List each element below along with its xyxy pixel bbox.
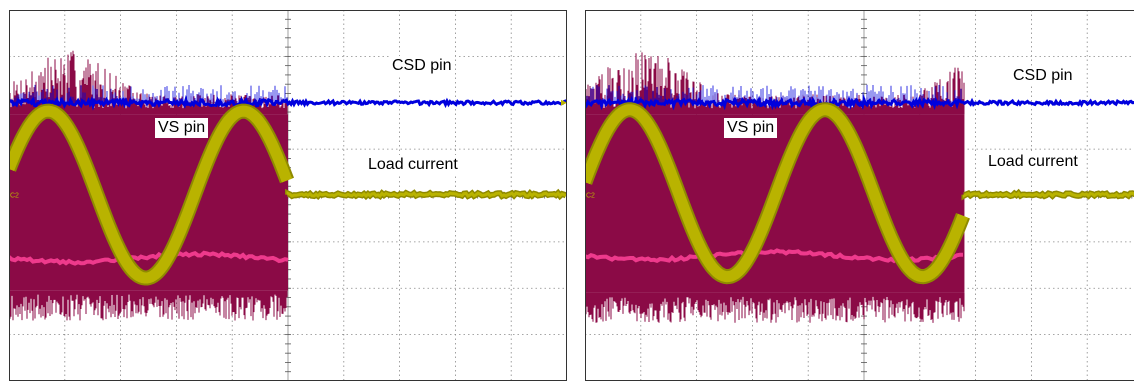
channel-marker: C2	[586, 193, 595, 200]
vs-pin-label: VS pin	[724, 118, 778, 138]
load-current-trace	[585, 104, 969, 283]
oscilloscope-capture-right: C2 CSD pin VS pin Load current	[585, 10, 1134, 381]
trigger-marker	[561, 99, 567, 106]
load-current-trace	[9, 105, 293, 284]
csd-pin-label: CSD pin	[1010, 66, 1076, 86]
vs-pin-label: VS pin	[155, 118, 209, 138]
load-current-flat	[286, 190, 567, 198]
load-current-label: Load current	[365, 155, 461, 175]
oscilloscope-capture-left: C2 CSD pin VS pin Load current	[9, 10, 567, 381]
csd-pin-spikes	[9, 84, 288, 103]
scope-plot-right: C2	[585, 10, 1134, 381]
csd-pin-label: CSD pin	[389, 56, 455, 76]
plot-frame	[585, 10, 1134, 381]
scope-plot-left: C2	[9, 10, 567, 381]
csd-pin-spikes	[585, 84, 964, 103]
load-current-label: Load current	[985, 152, 1081, 172]
load-current-flat	[962, 190, 1134, 198]
vs-pin-burst	[9, 114, 288, 291]
plot-frame	[9, 10, 567, 381]
vs-pin-band	[9, 250, 289, 266]
channel-marker: C2	[10, 193, 19, 200]
